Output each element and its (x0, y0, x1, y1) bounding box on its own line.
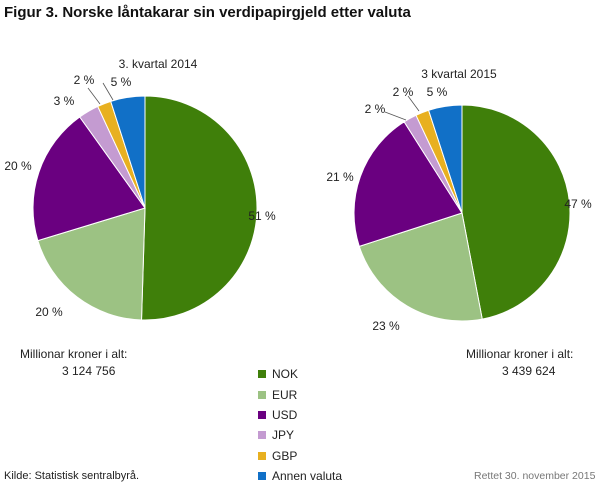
source-note: Kilde: Statistisk sentralbyrå. (4, 470, 140, 482)
pie-slice-annen-valuta (427, 104, 463, 214)
data-label-annen-valuta: 5 % (111, 75, 132, 89)
pie-slice-eur (358, 212, 483, 322)
data-label-usd: 21 % (326, 170, 354, 184)
pie-title-2: 3 kvartal 2015 (421, 67, 497, 81)
pie-slice-usd (353, 121, 463, 248)
legend-item-eur: EUR (258, 384, 342, 404)
total-1: Millionar kroner i alt: 3 124 756 (20, 346, 127, 380)
chart-title: Figur 3. Norske låntakarar sin verdipapi… (4, 4, 411, 21)
total-2-label: Millionar kroner i alt: (466, 347, 574, 361)
legend-swatch (258, 370, 266, 379)
updated-note: Rettet 30. november 2015 (474, 470, 596, 482)
data-label-eur: 20 % (35, 305, 63, 319)
data-label-nok: 51 % (248, 209, 276, 223)
data-label-gbp: 2 % (393, 85, 414, 99)
total-1-value: 3 124 756 (62, 364, 116, 378)
legend-label: JPY (272, 428, 295, 443)
legend-item-gbp: GBP (258, 446, 342, 466)
total-2-value: 3 439 624 (502, 364, 556, 378)
legend-label: USD (272, 407, 298, 422)
data-label-jpy: 2 % (365, 102, 386, 116)
data-label-nok: 47 % (564, 197, 592, 211)
legend-label: EUR (272, 387, 298, 402)
leader-line (384, 111, 407, 121)
data-label-gbp: 2 % (74, 73, 95, 87)
legend-item-usd: USD (258, 405, 342, 425)
leader-line (87, 87, 101, 105)
legend-swatch (258, 431, 266, 440)
legend-swatch (258, 390, 266, 399)
data-label-annen-valuta: 5 % (427, 85, 448, 99)
legend: NOK EUR USD JPY GBP Annen valuta (258, 364, 342, 486)
leader-line (102, 82, 114, 101)
pie-slice-usd (32, 116, 146, 242)
total-2: Millionar kroner i alt: 3 439 624 (466, 346, 573, 380)
legend-label: NOK (272, 367, 299, 382)
legend-swatch (258, 451, 266, 460)
data-label-eur: 23 % (372, 319, 400, 333)
pie-slice-eur (37, 207, 146, 321)
legend-item-jpy: JPY (258, 425, 342, 445)
legend-label: GBP (272, 448, 298, 463)
pie-title-1: 3. kvartal 2014 (119, 57, 198, 71)
legend-item-annen-valuta: Annen valuta (258, 466, 342, 486)
pie-slice-nok (461, 104, 571, 320)
data-label-jpy: 3 % (54, 94, 75, 108)
pie-slice-nok (141, 95, 258, 321)
total-1-label: Millionar kroner i alt: (20, 347, 128, 361)
legend-swatch (258, 472, 266, 481)
data-label-usd: 20 % (4, 159, 32, 173)
legend-swatch (258, 410, 266, 419)
leader-line (407, 95, 420, 112)
legend-item-nok: NOK (258, 364, 342, 384)
legend-label: Annen valuta (272, 469, 343, 484)
pie-slice-annen-valuta (110, 95, 146, 209)
